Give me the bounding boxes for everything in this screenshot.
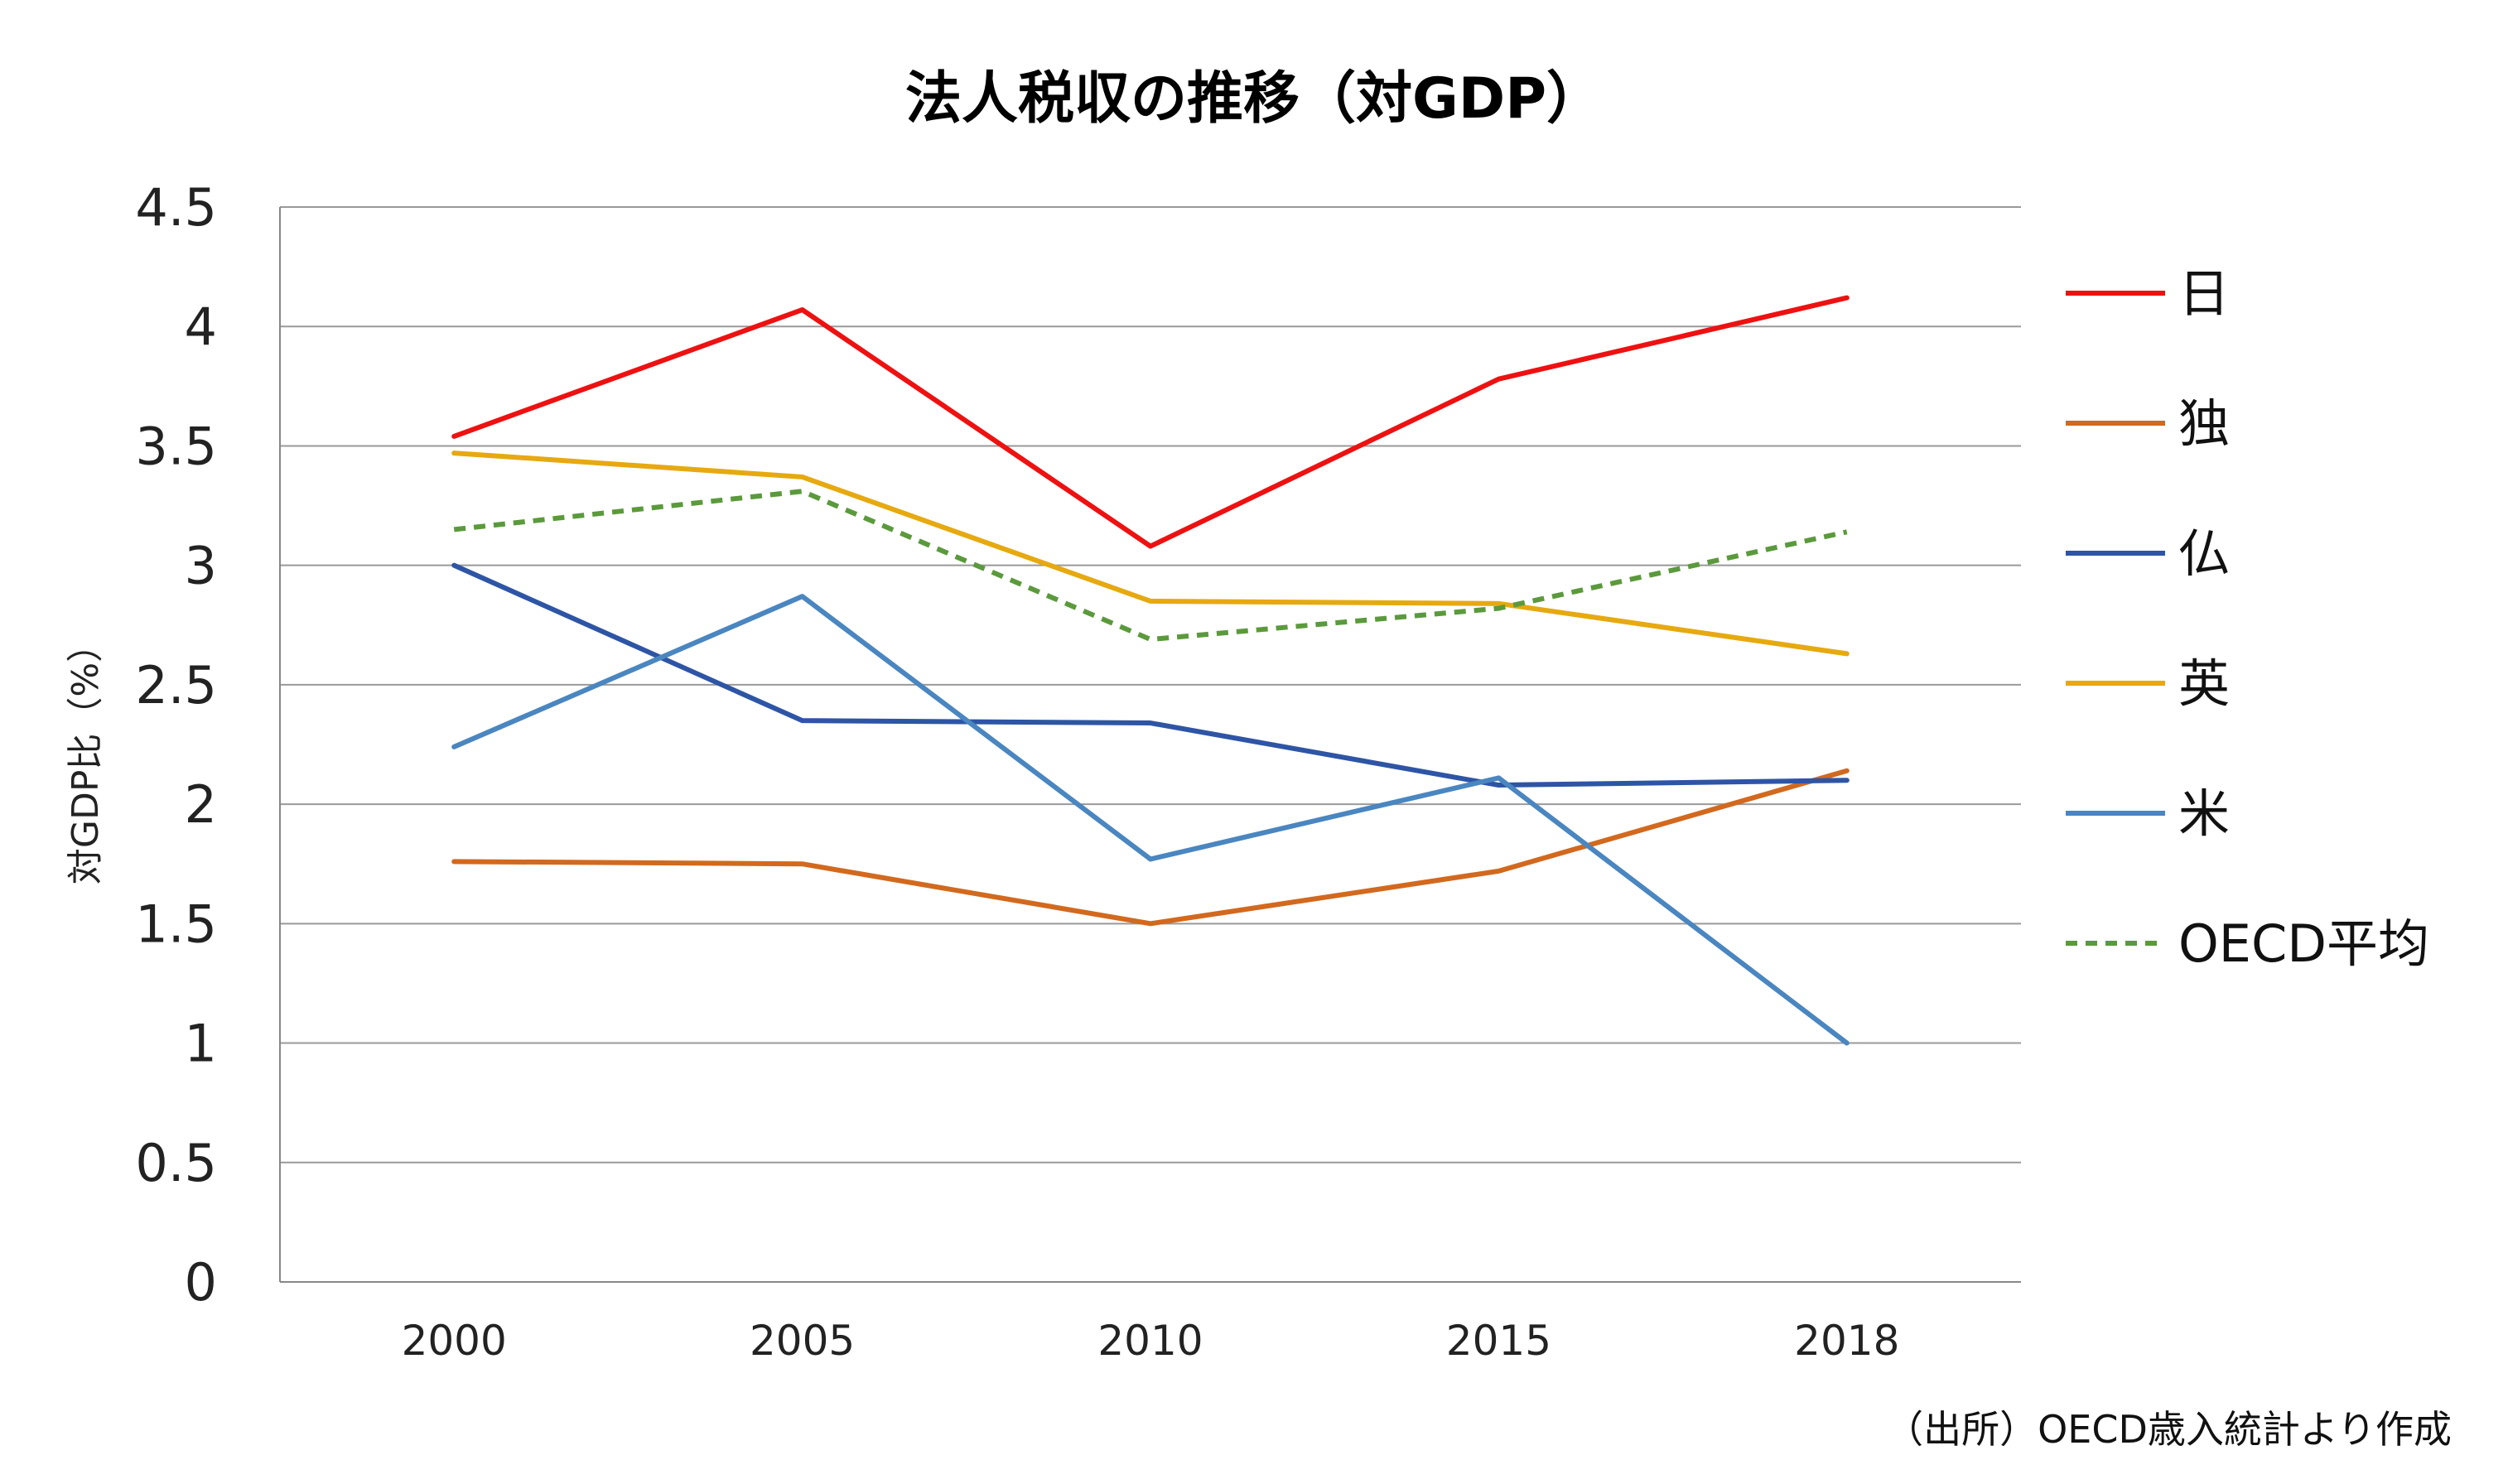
y-tick-label: 1 — [185, 1014, 217, 1074]
gridlines — [279, 206, 2021, 1283]
y-tick-label: 4 — [185, 296, 217, 357]
legend-entry-label: 日 — [2178, 263, 2230, 324]
chart-title: 法人税収の推移（対GDP） — [905, 66, 1603, 132]
x-tick-label: 2015 — [1446, 1317, 1551, 1365]
y-tick-label: 3.5 — [135, 416, 217, 476]
y-tick-label: 2.5 — [135, 655, 217, 716]
series-lines — [451, 295, 1850, 1046]
legend-entry-label: OECD平均 — [2178, 913, 2429, 974]
series-line — [451, 768, 1850, 927]
series-line — [451, 295, 1850, 549]
y-tick-label: 3 — [185, 536, 217, 596]
y-tick-label: 0 — [185, 1252, 217, 1313]
y-tick-label: 1.5 — [135, 894, 217, 954]
legend-entry-label: 米 — [2178, 783, 2230, 844]
x-tick-label: 2005 — [750, 1317, 855, 1365]
y-axis-ticks: 0 0.5 1 1.5 2 2.5 3 3.5 4 4.5 — [135, 177, 217, 1313]
x-tick-label: 2010 — [1097, 1317, 1203, 1365]
x-tick-label: 2000 — [402, 1317, 507, 1365]
y-axis-label: 対GDP比（%） — [65, 626, 107, 884]
series-line — [453, 489, 1848, 643]
y-tick-label: 0.5 — [135, 1133, 217, 1193]
series-line — [451, 450, 1850, 657]
x-axis-ticks: 2000 2005 2010 2015 2018 — [402, 1317, 1900, 1365]
y-tick-label: 4.5 — [135, 177, 217, 238]
series-line — [451, 562, 1850, 788]
legend-entry-label: 英 — [2178, 653, 2230, 714]
series-line — [451, 594, 1850, 1046]
legend-entry-label: 独 — [2178, 393, 2230, 454]
y-tick-label: 2 — [185, 774, 217, 835]
legend-entry-label: 仏 — [2178, 523, 2230, 584]
x-tick-label: 2018 — [1794, 1317, 1899, 1365]
source-note: （出所）OECD歳入統計より作成 — [1885, 1407, 2452, 1452]
